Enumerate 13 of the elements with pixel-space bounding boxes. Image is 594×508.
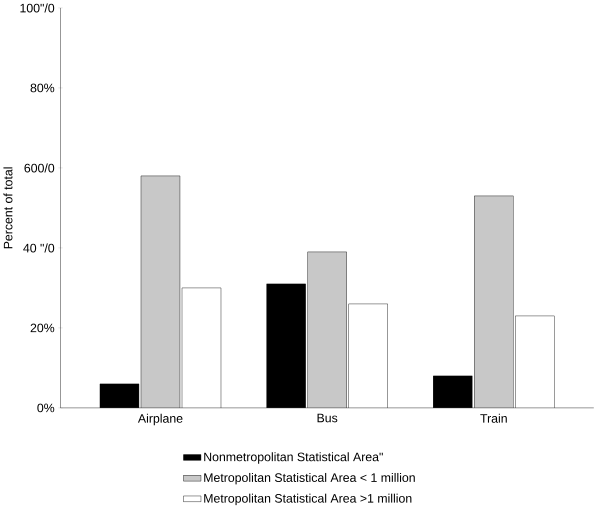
y-tick-label: 600/0 — [24, 163, 54, 172]
x-tick-label: Airplane — [138, 414, 182, 426]
y-tick-label: 20% — [30, 323, 54, 332]
y-tick-label: 80% — [30, 83, 54, 92]
legend-label: Metropolitan Statistical Area < 1 million — [204, 472, 415, 484]
x-tick-label: Train — [480, 414, 507, 423]
y-tick-label: 40 "/0 — [23, 243, 54, 252]
y-tick-label: 100"/0 — [20, 3, 54, 12]
x-tick-label: Bus — [318, 414, 338, 422]
y-tick-label: 0% — [37, 403, 54, 412]
legend-label: Metropolitan Statistical Area >1 million — [204, 494, 412, 506]
legend-label: Nonmetropolitan Statistical Area" — [204, 452, 383, 464]
y-axis-title: Percent of total — [3, 167, 12, 248]
